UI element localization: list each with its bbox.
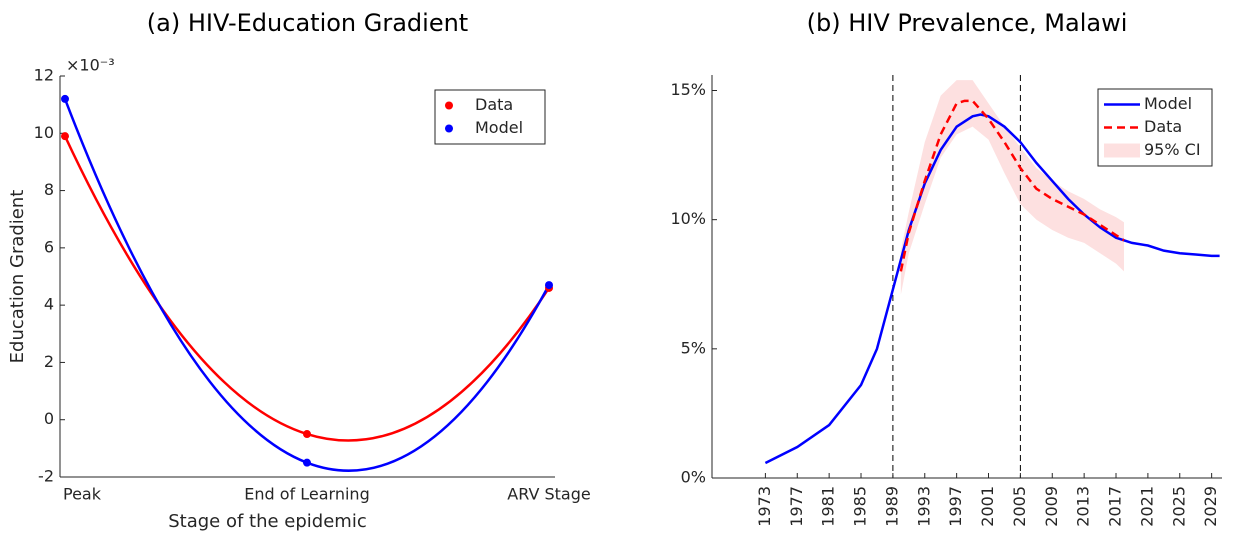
x-tick-label: 2009 [1042,486,1061,527]
x-tick-label: 1977 [787,486,806,527]
y-tick-label: 4 [44,295,54,314]
x-tick-label: ARV Stage [507,485,590,504]
y-tick-label: 6 [44,237,54,256]
y-tick-label: 0 [44,409,54,428]
x-tick-label: 1997 [946,486,965,527]
series-line [63,98,551,472]
y-tick-label: 10% [670,209,706,228]
x-tick-label: 2025 [1169,486,1188,527]
x-tick-label: 1973 [755,486,774,527]
y-tick-label: 5% [681,338,706,357]
legend-label: Model [1144,94,1192,113]
x-tick-label: 2013 [1074,486,1093,527]
legend-label: Model [475,118,523,137]
x-tick-label: 1993 [914,486,933,527]
y-tick-label: 15% [670,80,706,99]
legend-label: Data [475,95,513,114]
y-tick-label: 2 [44,352,54,371]
data-point [545,281,553,290]
y-tick-label: 8 [44,180,54,199]
legend-marker [445,124,453,133]
y-tick-label: -2 [38,467,54,486]
x-axis-label: Stage of the epidemic [168,511,367,532]
x-tick-label: 2021 [1137,486,1156,527]
data-point [303,458,311,467]
y-axis-label: Education Gradient [7,190,28,364]
data-point [61,132,69,141]
x-tick-label: End of Learning [244,485,369,504]
legend-marker [445,101,453,110]
x-tick-label: Peak [63,485,102,504]
y-tick-label: 10 [34,123,54,142]
legend-patch [1104,143,1140,158]
x-tick-label: 2001 [978,486,997,527]
series-line [764,113,1220,465]
x-tick-label: 2005 [1010,486,1029,527]
y-tick-label: 0% [681,468,706,487]
legend-label: 95% CI [1144,140,1201,159]
legend-box [434,89,546,145]
x-tick-label: 1981 [819,486,838,527]
x-tick-label: 2029 [1201,486,1220,527]
x-tick-label: 1989 [882,486,901,527]
chart-title: (a) HIV-Education Gradient [147,9,468,37]
y-exponent: ×10⁻³ [66,56,115,75]
y-tick-label: 12 [34,66,54,85]
legend-label: Data [1144,117,1182,136]
x-tick-label: 2017 [1106,486,1125,527]
data-point [61,94,69,103]
chart-title: (b) HIV Prevalence, Malawi [807,9,1128,37]
ci-band [900,80,1124,295]
x-tick-label: 1985 [851,486,870,527]
data-point [303,430,311,439]
